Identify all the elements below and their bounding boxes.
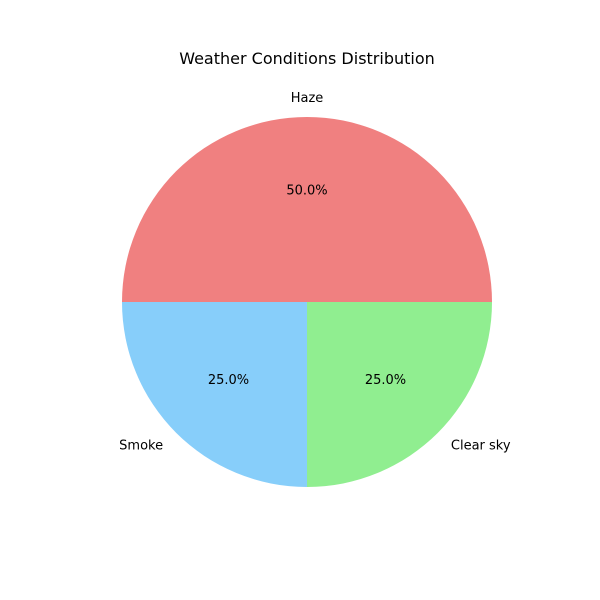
slice-percent-smoke: 25.0%: [208, 373, 249, 388]
slice-label-haze: Haze: [291, 91, 324, 106]
slice-percent-haze: 50.0%: [286, 184, 327, 199]
pie-slice-clear-sky: [307, 302, 492, 487]
pie-slice-haze: [122, 117, 492, 302]
slice-label-smoke: Smoke: [119, 438, 163, 453]
slice-label-clear-sky: Clear sky: [451, 438, 511, 453]
pie-slices: [122, 117, 492, 487]
slice-percent-clear-sky: 25.0%: [365, 373, 406, 388]
pie-slice-smoke: [122, 302, 307, 487]
pie-labels: Haze 50.0% Smoke 25.0% Clear sky 25.0%: [119, 91, 511, 453]
chart-title: Weather Conditions Distribution: [179, 49, 435, 68]
